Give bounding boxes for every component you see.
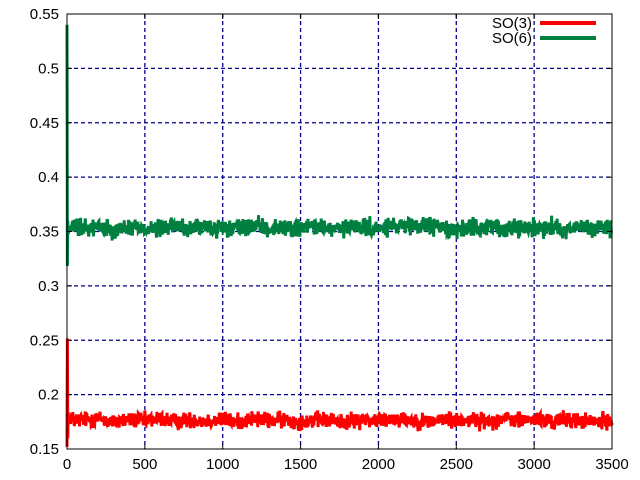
y-tick-label: 0.2 xyxy=(38,387,59,404)
y-tick-label: 0.35 xyxy=(30,224,59,241)
x-tick-label: 1000 xyxy=(206,456,239,473)
y-tick-label: 0.4 xyxy=(38,169,59,186)
y-tick-label: 0.15 xyxy=(30,441,59,458)
legend-label-1: SO(6) xyxy=(492,30,532,47)
y-tick-label: 0.5 xyxy=(38,60,59,77)
legend: SO(3)SO(6) xyxy=(492,15,596,47)
y-tick-label: 0.45 xyxy=(30,115,59,132)
series-line-1 xyxy=(65,24,614,266)
legend-label-0: SO(3) xyxy=(492,15,532,32)
x-tick-label: 500 xyxy=(132,456,157,473)
x-tick-label: 3500 xyxy=(595,456,628,473)
series-layer xyxy=(65,24,614,447)
x-tick-label: 2500 xyxy=(440,456,473,473)
x-tick-label: 0 xyxy=(63,456,71,473)
x-tick-label: 2000 xyxy=(362,456,395,473)
series-line-0 xyxy=(65,338,614,447)
y-tick-label: 0.3 xyxy=(38,278,59,295)
y-tick-label: 0.55 xyxy=(30,6,59,23)
y-tick-label: 0.25 xyxy=(30,332,59,349)
x-tick-label: 3000 xyxy=(517,456,550,473)
x-tick-label: 1500 xyxy=(284,456,317,473)
axes: 0 500 1000 1500 2000 2500 3000 3500 0.15 0.2 0.25 0… xyxy=(30,6,629,473)
